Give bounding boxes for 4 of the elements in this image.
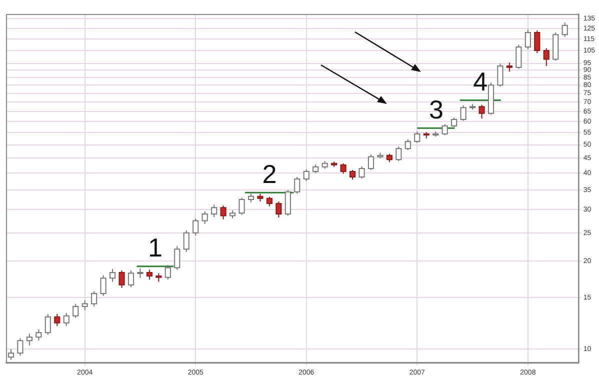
- annotation: 2: [262, 158, 277, 189]
- annotation: 3: [428, 94, 444, 124]
- annotation: 1: [148, 232, 162, 263]
- annotation: 4: [473, 66, 488, 96]
